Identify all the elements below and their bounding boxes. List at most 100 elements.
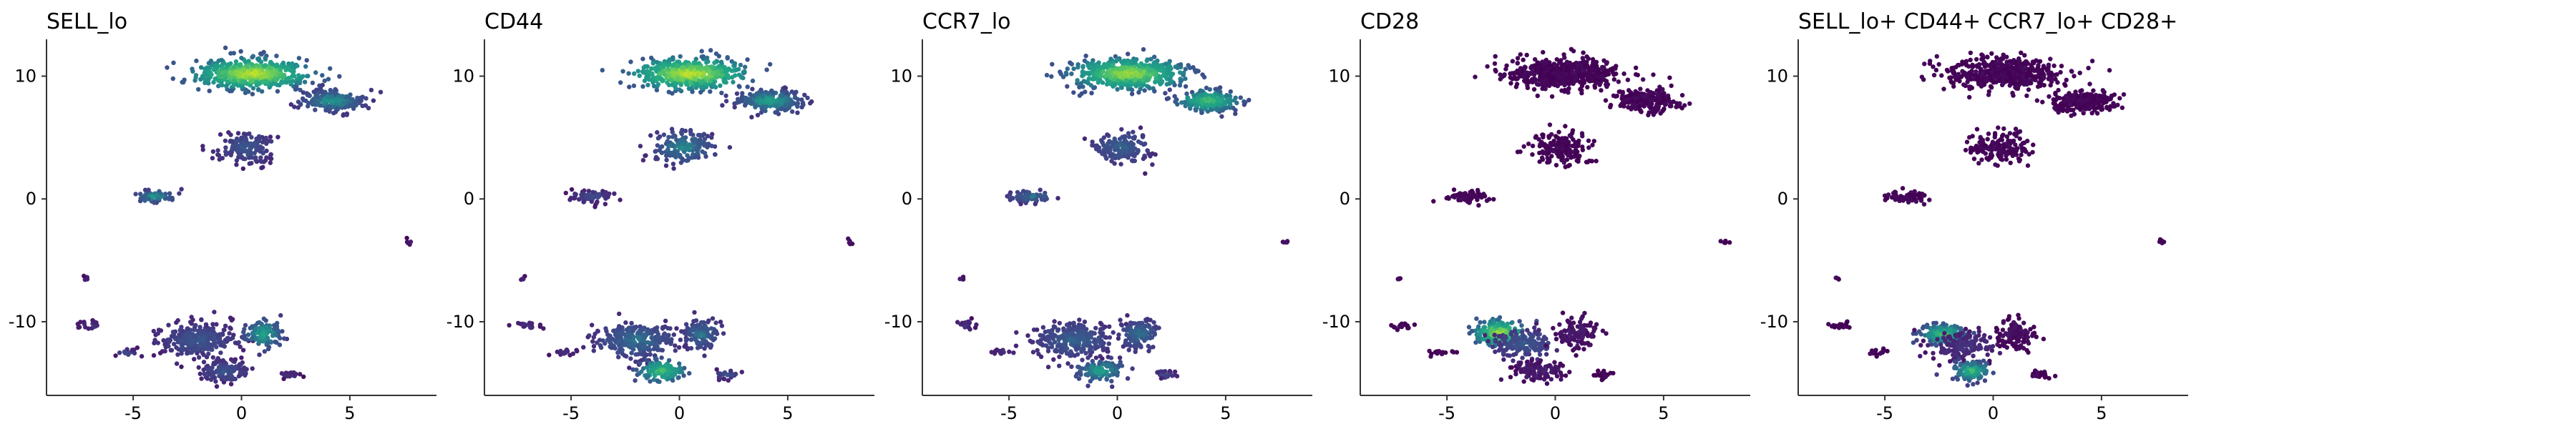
data-point [1109,159,1114,164]
data-point [196,365,201,370]
data-point [210,149,216,154]
data-point [199,376,204,381]
data-point [738,62,743,68]
data-point [291,69,296,74]
data-point [226,61,231,67]
data-point [205,376,210,381]
data-point [700,84,706,89]
data-point [250,330,255,335]
data-point [151,352,157,358]
data-point [193,75,198,80]
data-point [660,336,665,341]
data-point [135,345,140,350]
data-point [716,54,721,59]
data-point [1473,74,1478,79]
data-point [192,357,197,362]
data-point [275,134,280,139]
data-point [1107,324,1112,329]
y-tick-label: 10 [890,66,912,87]
data-point [617,311,622,317]
data-point [244,367,249,372]
data-point [655,77,660,82]
data-point [1169,74,1174,79]
data-point [685,325,690,330]
data-point [313,70,318,75]
data-point [528,325,533,330]
data-point [1080,331,1085,337]
data-point [623,320,628,325]
data-point [307,93,312,98]
data-point [758,100,763,105]
data-point [653,336,659,342]
data-point [1119,127,1124,132]
data-point [1130,366,1135,371]
data-point [749,101,755,106]
data-point [217,157,222,162]
data-point [729,372,734,378]
data-point [241,79,246,84]
data-point [187,334,192,340]
data-point [1053,347,1058,352]
data-point [663,363,668,369]
data-point [263,63,268,68]
data-point [637,73,642,79]
data-point [1090,330,1095,335]
data-point [1065,361,1070,366]
data-point [688,127,693,133]
data-point [1089,91,1094,96]
data-point [165,65,170,70]
data-point [207,69,212,74]
data-point [166,344,171,349]
data-point [1163,61,1169,66]
data-point [250,335,255,341]
data-point [1031,193,1037,199]
data-point [1092,85,1098,90]
data-point [1166,372,1171,377]
data-point [668,364,673,370]
data-point [216,153,222,158]
data-point [691,132,696,137]
data-point [648,379,653,384]
data-point [215,64,220,69]
data-point [1090,66,1095,72]
data-point [266,345,272,350]
data-point [358,98,364,104]
data-point [666,358,672,363]
data-point [564,348,570,353]
data-point [680,77,685,82]
data-point [158,192,164,197]
data-point [1125,325,1130,330]
data-point [789,102,794,107]
data-point [335,97,340,102]
data-point [706,59,711,64]
data-point [693,85,698,90]
data-point [146,187,151,192]
data-point [1118,317,1123,322]
data-point [265,79,270,85]
data-point [537,322,543,327]
data-point [265,340,270,345]
data-point [1083,71,1089,76]
data-point [793,95,798,100]
data-point [656,371,661,376]
data-point [665,325,670,331]
data-point [581,345,586,350]
data-point [250,54,255,60]
data-point [1110,384,1115,389]
data-point [201,367,206,373]
data-point [243,149,248,154]
data-point [1518,52,1523,57]
data-point [1141,333,1146,338]
data-point [1152,89,1157,94]
data-point [273,332,278,337]
data-point [693,332,698,337]
data-point [652,66,657,71]
data-point [1128,140,1133,145]
y-tick-label: 10 [14,66,36,87]
data-point [615,335,620,340]
data-point [268,160,273,165]
data-point [795,101,801,106]
data-point [624,354,629,359]
data-point [263,56,268,61]
